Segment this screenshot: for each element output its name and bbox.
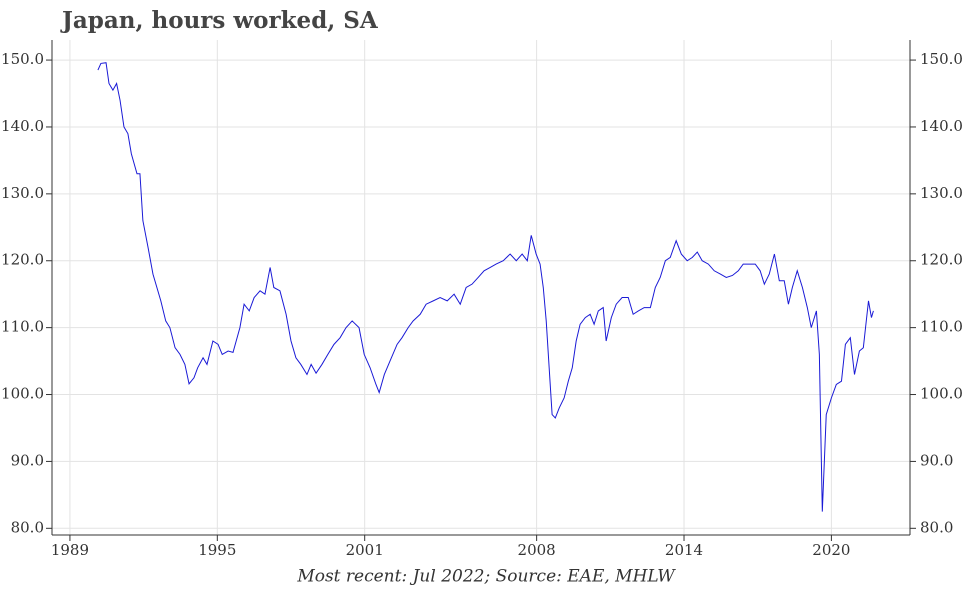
y-tick-label: 140.0 (1, 117, 44, 135)
data-line (97, 62, 874, 512)
y2-tick-label: 80.0 (920, 518, 953, 536)
x-tick-label: 2020 (812, 541, 850, 559)
y-tick-label: 110.0 (1, 318, 44, 336)
x-tick-label: 1995 (198, 541, 236, 559)
y2-tick-label: 100.0 (920, 385, 963, 403)
y-tick-label: 90.0 (11, 451, 44, 469)
y-tick-label: 100.0 (1, 385, 44, 403)
y2-tick-label: 90.0 (920, 451, 953, 469)
footnote: Most recent: Jul 2022; Source: EAE, MHLW (296, 567, 676, 587)
y2-tick-label: 150.0 (920, 50, 963, 68)
y-tick-label: 120.0 (1, 251, 44, 269)
x-tick-label: 1989 (51, 541, 89, 559)
y2-tick-label: 140.0 (920, 117, 963, 135)
x-tick-label: 2001 (346, 541, 384, 559)
y-tick-label: 130.0 (1, 184, 44, 202)
y2-tick-label: 130.0 (920, 184, 963, 202)
y2-tick-label: 120.0 (920, 251, 963, 269)
y-tick-label: 80.0 (11, 518, 44, 536)
y2-tick-label: 110.0 (920, 318, 963, 336)
x-tick-label: 2008 (518, 541, 556, 559)
y-tick-label: 150.0 (1, 50, 44, 68)
chart-title: Japan, hours worked, SA (60, 7, 379, 34)
x-tick-label: 2014 (665, 541, 703, 559)
